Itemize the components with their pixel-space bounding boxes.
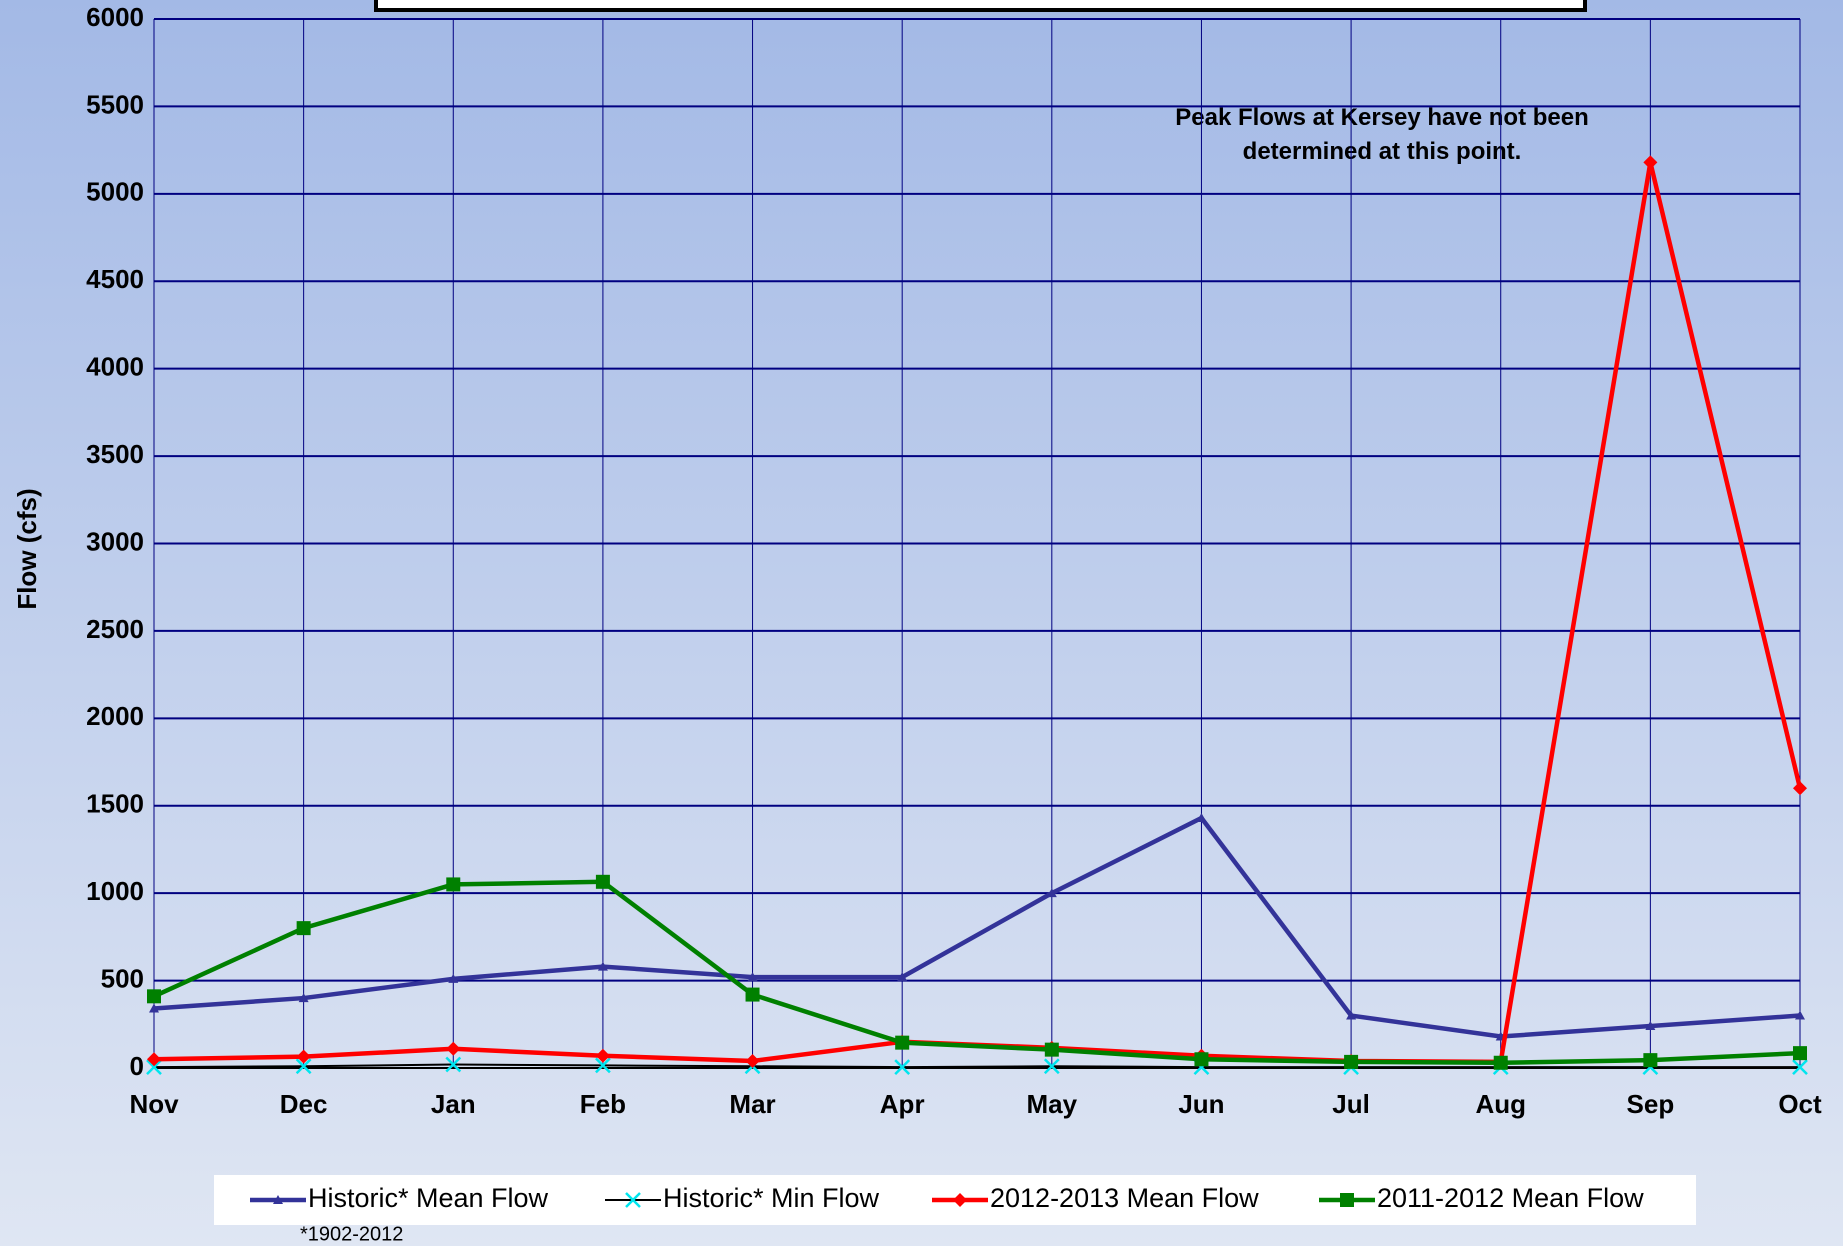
y-tick-label: 5500 — [86, 89, 144, 119]
annotation: Peak Flows at Kersey have not been determ… — [1175, 104, 1589, 165]
marker — [1194, 1052, 1209, 1067]
marker — [147, 989, 161, 1004]
y-tick-label: 4000 — [86, 352, 144, 382]
marker — [595, 874, 610, 889]
series-line — [153, 879, 1801, 1066]
x-tick-label: Nov — [129, 1089, 179, 1119]
series-line — [153, 815, 1801, 1039]
marker — [625, 1192, 641, 1208]
marker — [953, 1193, 967, 1207]
marker — [295, 1058, 312, 1075]
marker — [296, 921, 311, 936]
marker — [897, 972, 908, 982]
annotation-line: determined at this point. — [1243, 138, 1522, 165]
marker — [1043, 1058, 1060, 1075]
marker — [1344, 1054, 1359, 1069]
marker — [597, 961, 608, 971]
marker — [745, 1054, 760, 1069]
marker — [445, 1056, 462, 1073]
marker — [1493, 1055, 1508, 1070]
marker — [273, 1195, 283, 1204]
title-box — [374, 0, 1587, 12]
marker — [1645, 1021, 1656, 1031]
marker — [1793, 781, 1807, 796]
marker — [296, 1049, 311, 1064]
marker — [747, 972, 758, 982]
x-tick-label: Mar — [729, 1089, 775, 1119]
series-line — [153, 1063, 1800, 1069]
x-tick-label: Jun — [1178, 1089, 1224, 1119]
marker — [146, 1059, 162, 1076]
y-tick-label: 4500 — [86, 264, 144, 294]
marker — [147, 1052, 161, 1067]
x-tick-label: Apr — [880, 1089, 925, 1119]
marker — [298, 993, 309, 1003]
y-tick-label: 3000 — [86, 526, 144, 556]
marker — [745, 987, 760, 1002]
legend-label: 2011-2012 Mean Flow — [1377, 1183, 1644, 1213]
x-tick-label: Jul — [1332, 1089, 1370, 1119]
marker — [1340, 1193, 1354, 1207]
x-tick-label: Aug — [1475, 1089, 1526, 1119]
marker — [1643, 1053, 1658, 1068]
y-tick-label: 6000 — [86, 2, 144, 32]
marker — [1046, 888, 1057, 898]
marker — [448, 973, 459, 983]
marker — [446, 1041, 461, 1056]
x-tick-label: Jan — [431, 1089, 476, 1119]
marker — [895, 1035, 910, 1050]
annotation-line: Peak Flows at Kersey have not been — [1175, 104, 1589, 131]
x-tick-label: May — [1027, 1089, 1078, 1119]
legend-label: Historic* Min Flow — [663, 1183, 880, 1213]
marker — [1346, 1010, 1357, 1020]
marker — [1792, 1059, 1808, 1076]
y-tick-label: 5000 — [86, 177, 144, 207]
footnote: *1902-2012 — [300, 1223, 403, 1245]
marker — [1793, 1046, 1807, 1061]
legend-label: Historic* Mean Flow — [308, 1183, 549, 1213]
x-tick-label: Feb — [580, 1089, 626, 1119]
y-axis-label: Flow (cfs) — [12, 488, 42, 609]
marker — [1643, 155, 1658, 170]
y-tick-label: 3500 — [86, 439, 144, 469]
legend-label: 2012-2013 Mean Flow — [990, 1183, 1259, 1213]
y-tick-label: 1000 — [86, 876, 144, 906]
marker — [446, 877, 461, 892]
marker — [149, 1003, 159, 1013]
marker — [595, 1057, 611, 1074]
x-tick-label: Sep — [1627, 1089, 1675, 1119]
y-tick-label: 1500 — [86, 789, 144, 819]
x-tick-label: Oct — [1778, 1089, 1822, 1119]
y-tick-label: 2000 — [86, 701, 144, 731]
y-tick-label: 0 — [130, 1051, 144, 1081]
y-tick-label: 2500 — [86, 614, 144, 644]
y-tick-label: 500 — [101, 963, 144, 993]
marker — [894, 1059, 911, 1076]
marker — [1795, 1010, 1805, 1020]
marker — [1044, 1042, 1059, 1057]
marker — [1196, 812, 1207, 822]
x-tick-label: Dec — [280, 1089, 328, 1119]
marker — [595, 1048, 610, 1063]
